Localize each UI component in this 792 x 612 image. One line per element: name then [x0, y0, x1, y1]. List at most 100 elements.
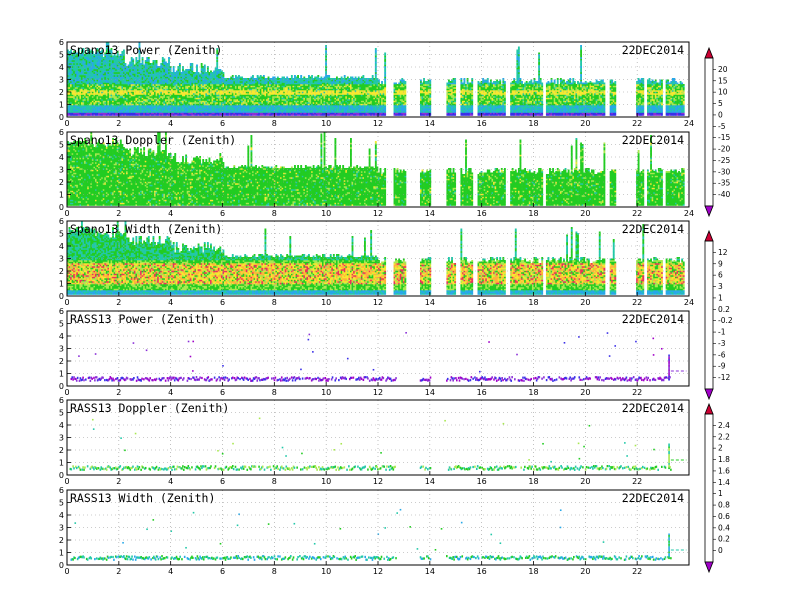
heatmap-cell	[124, 87, 127, 89]
heatmap-cell	[231, 112, 234, 115]
heatmap-cell	[276, 90, 279, 92]
heatmap-cell	[70, 85, 72, 88]
heatmap-cell	[216, 84, 219, 86]
heatmap-cell	[228, 91, 231, 94]
heatmap-cell	[99, 70, 102, 73]
heatmap-cell	[121, 99, 124, 101]
heatmap-cell	[99, 88, 102, 91]
heatmap-cell	[169, 96, 172, 98]
heatmap-cell	[104, 87, 107, 89]
heatmap-cell	[77, 96, 80, 98]
heatmap-cell	[90, 78, 93, 80]
heatmap-cell	[71, 70, 74, 73]
heatmap-cell	[76, 90, 79, 92]
heatmap-cell	[138, 112, 141, 115]
heatmap-cell	[178, 73, 181, 76]
heatmap-cell	[289, 112, 292, 115]
heatmap-cell	[107, 43, 110, 46]
heatmap-cell	[68, 93, 71, 95]
heatmap-cell	[85, 70, 88, 73]
heatmap-cell	[283, 96, 285, 98]
heatmap-cell	[247, 85, 250, 88]
heatmap-cell	[74, 60, 77, 62]
heatmap-cell	[141, 69, 144, 71]
heatmap-cell	[210, 108, 212, 110]
heatmap-cell	[196, 78, 198, 80]
heatmap-cell	[222, 76, 225, 79]
heatmap-cell	[110, 72, 113, 74]
heatmap-cell	[189, 72, 192, 74]
heatmap-cell	[84, 57, 86, 59]
heatmap-cell	[244, 111, 247, 113]
heatmap-cell	[102, 87, 105, 89]
heatmap-cell	[113, 87, 116, 89]
heatmap-cell	[81, 57, 83, 59]
heatmap-cell	[110, 81, 113, 83]
heatmap-cell	[196, 94, 198, 97]
heatmap-cell	[206, 99, 209, 101]
heatmap-cell	[81, 102, 83, 104]
heatmap-cell	[273, 96, 276, 98]
heatmap-cell	[177, 85, 180, 88]
heatmap-cell	[155, 82, 158, 85]
heatmap-cell	[135, 105, 138, 107]
heatmap-cell	[94, 99, 97, 101]
heatmap-cell	[255, 114, 257, 116]
heatmap-cell	[202, 70, 205, 73]
heatmap-cell	[208, 88, 211, 91]
heatmap-cell	[213, 75, 216, 77]
heatmap-cell	[88, 52, 91, 55]
heatmap-cell	[121, 55, 124, 58]
heatmap-cell	[138, 43, 141, 46]
heatmap-cell	[141, 96, 144, 98]
heatmap-cell	[245, 96, 248, 98]
heatmap-cell	[105, 73, 108, 76]
heatmap-cell	[269, 82, 271, 85]
heatmap-cell	[267, 99, 270, 101]
heatmap-cell	[233, 96, 236, 98]
heatmap-cell	[136, 114, 139, 116]
heatmap-cell	[121, 105, 124, 107]
heatmap-cell	[119, 81, 122, 83]
heatmap-cell	[118, 72, 121, 74]
heatmap-cell	[110, 54, 113, 56]
heatmap-cell	[101, 108, 104, 110]
heatmap-cell	[136, 93, 139, 95]
heatmap-cell	[147, 66, 150, 68]
heatmap-cell	[292, 109, 295, 112]
heatmap-cell	[267, 112, 270, 115]
heatmap-cell	[129, 70, 132, 73]
heatmap-cell	[280, 111, 282, 113]
heatmap-cell	[96, 64, 99, 67]
heatmap-cell	[124, 96, 127, 98]
heatmap-cell	[143, 85, 146, 88]
heatmap-cell	[68, 82, 71, 85]
heatmap-cell	[107, 100, 110, 103]
heatmap-cell	[264, 109, 267, 112]
heatmap-cell	[183, 94, 186, 97]
heatmap-cell	[225, 100, 228, 103]
heatmap-cell	[200, 78, 203, 80]
heatmap-cell	[87, 87, 90, 89]
heatmap-cell	[88, 103, 91, 106]
heatmap-cell	[163, 81, 166, 83]
heatmap-cell	[250, 100, 253, 103]
heatmap-cell	[119, 55, 122, 58]
heatmap-cell	[91, 93, 94, 95]
heatmap-cell	[222, 108, 225, 110]
heatmap-cell	[177, 99, 180, 101]
heatmap-cell	[68, 97, 71, 100]
heatmap-cell	[161, 100, 164, 103]
heatmap-cell	[183, 99, 186, 101]
heatmap-cell	[107, 73, 110, 76]
heatmap-cell	[242, 79, 245, 82]
heatmap-cell	[210, 88, 212, 91]
heatmap-cell	[143, 114, 146, 116]
heatmap-cell	[96, 84, 99, 86]
heatmap-cell	[185, 96, 188, 98]
heatmap-cell	[79, 109, 82, 112]
heatmap-cell	[121, 84, 124, 86]
heatmap-cell	[206, 111, 209, 113]
heatmap-cell	[98, 54, 100, 56]
heatmap-cell	[163, 76, 166, 79]
